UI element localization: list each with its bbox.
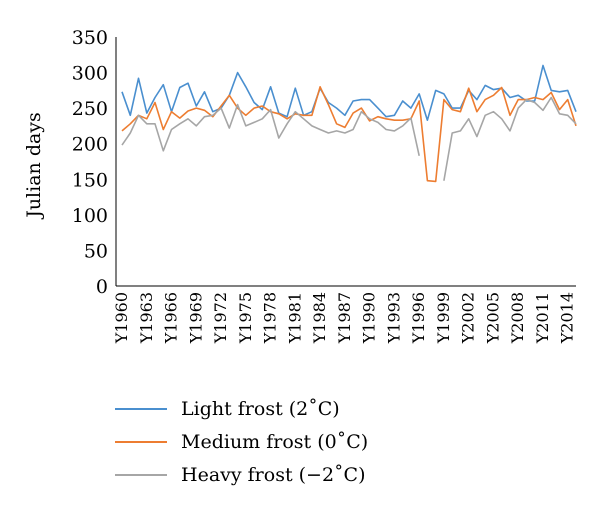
x-tick-label: Y1999 (434, 292, 453, 344)
y-tick-label: 250 (72, 98, 108, 120)
y-axis-ticks: 0 50 100 150 200 250 300 350 (72, 27, 108, 298)
x-tick-label: Y1984 (310, 292, 329, 344)
series-line-3 (121, 96, 577, 181)
y-tick-label: 0 (96, 276, 108, 298)
y-tick-label: 150 (72, 169, 108, 191)
legend-label-2: Medium frost (0˚C) (181, 431, 368, 453)
series-line-1 (121, 64, 577, 121)
x-tick-label: Y1993 (384, 292, 403, 344)
x-tick-label: Y1978 (261, 292, 280, 344)
x-tick-label: Y1996 (409, 292, 428, 344)
x-tick-label: Y2014 (558, 292, 577, 344)
legend: Light frost (2˚C) Medium frost (0˚C) Heavy… (115, 398, 368, 486)
x-tick-label: Y2005 (483, 292, 502, 344)
y-axis-title: Julian days (23, 112, 45, 220)
y-tick-label: 100 (72, 205, 108, 227)
x-tick-label: Y1969 (186, 292, 205, 344)
y-tick-label: 50 (84, 240, 108, 262)
x-tick-label: Y2011 (533, 292, 552, 344)
x-tick-label: Y1975 (236, 292, 255, 344)
y-tick-label: 300 (72, 63, 108, 85)
x-tick-label: Y1960 (112, 292, 131, 344)
x-tick-label: Y1966 (162, 292, 181, 344)
y-tick-label: 200 (72, 134, 108, 156)
x-tick-label: Y1981 (285, 292, 304, 344)
legend-label-3: Heavy frost (−2˚C) (181, 464, 366, 486)
series-line-2 (121, 86, 577, 183)
x-tick-label: Y1990 (360, 292, 379, 344)
x-tick-label: Y1972 (211, 292, 230, 344)
x-axis-ticks: Y1960 Y1963 Y1966 Y1969 Y1972 Y1975 Y1978 Y1981… (112, 292, 577, 344)
x-tick-label: Y2002 (459, 292, 478, 344)
y-tick-label: 350 (72, 27, 108, 49)
x-tick-label: Y1963 (137, 292, 156, 344)
x-tick-label: Y1987 (335, 292, 354, 344)
series-lines (121, 64, 577, 183)
x-tick-label: Y2008 (508, 292, 527, 344)
legend-label-1: Light frost (2˚C) (181, 398, 340, 420)
